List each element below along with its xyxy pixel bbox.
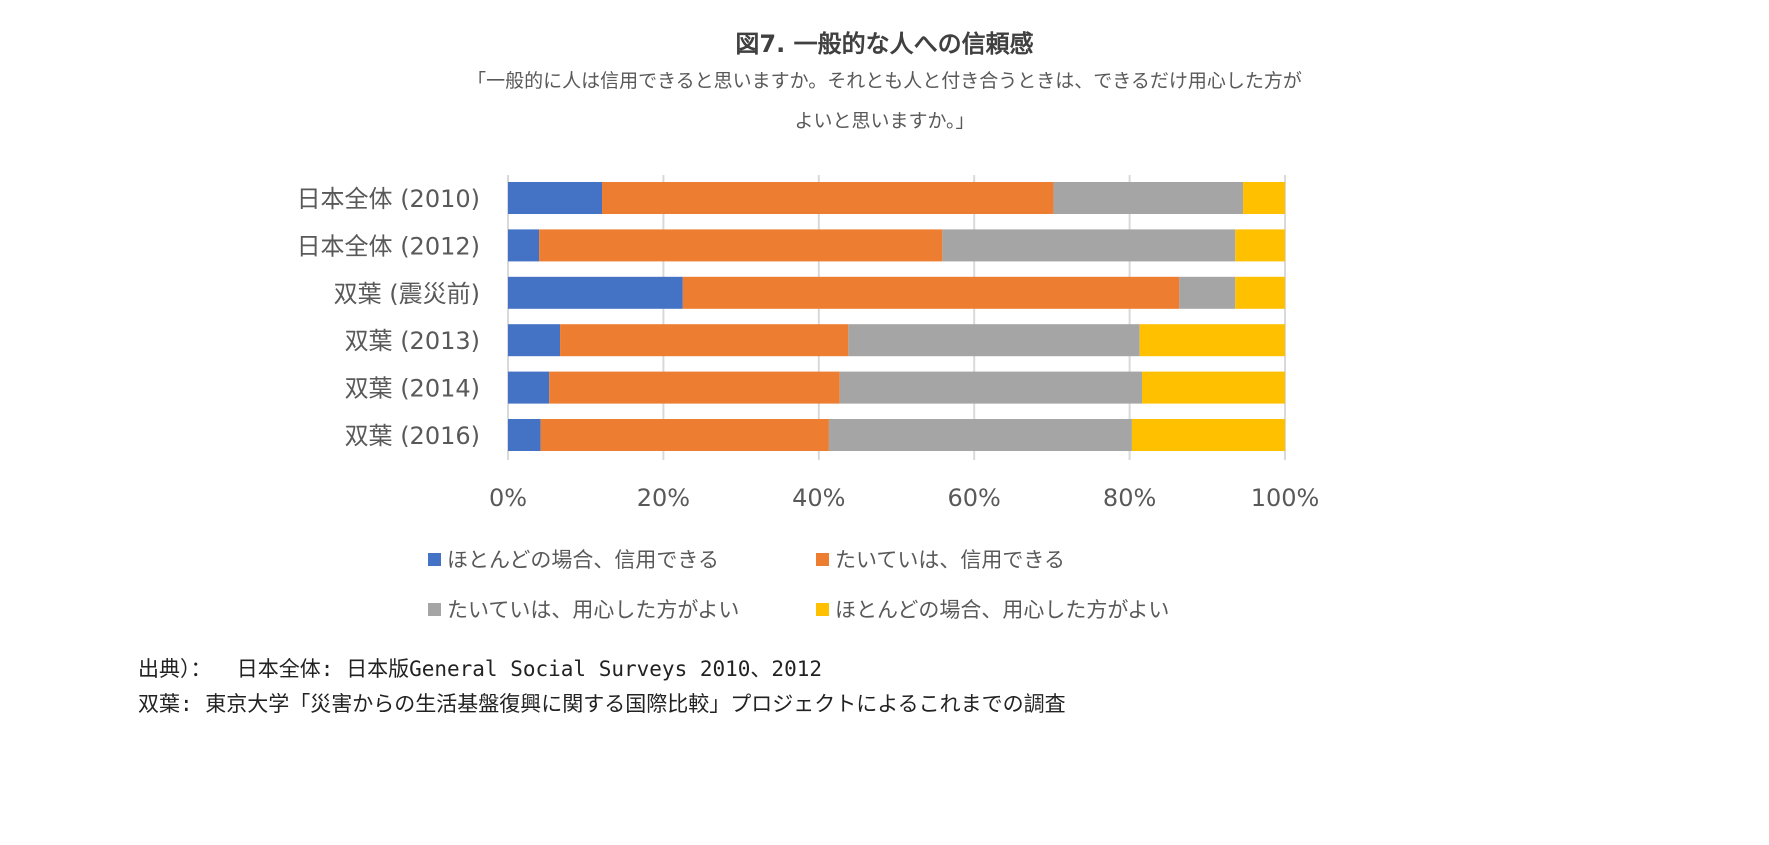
bar-segment bbox=[549, 371, 840, 404]
bar-segment bbox=[1235, 276, 1285, 309]
x-tick-label: 0% bbox=[489, 484, 527, 512]
footer-source-line2: 双葉: 東京大学「災害からの生活基盤復興に関する国際比較」プロジェクトによるこれ… bbox=[138, 692, 1066, 716]
y-category-label: 双葉 (震災前) bbox=[334, 280, 480, 308]
bar-segment bbox=[1235, 229, 1285, 262]
chart-subtitle-line2: よいと思いますか。」 bbox=[794, 110, 975, 132]
bar-segment bbox=[560, 324, 849, 357]
y-category-label: 日本全体 (2012) bbox=[297, 232, 480, 260]
footer-source-line1: 出典）： 日本全体: 日本版General Social Surveys 201… bbox=[138, 657, 823, 681]
legend-item-3: たいていは、用心した方がよい bbox=[428, 594, 739, 624]
x-tick-label: 100% bbox=[1251, 484, 1320, 512]
bar-segment bbox=[682, 276, 1180, 309]
bar-segment bbox=[508, 324, 561, 357]
legend-item-1: ほとんどの場合、信用できる bbox=[428, 544, 719, 574]
legend-swatch bbox=[816, 552, 829, 566]
bar-segment bbox=[1179, 276, 1236, 309]
bar-segment bbox=[1053, 182, 1244, 214]
x-tick-label: 40% bbox=[792, 484, 845, 512]
y-category-label: 双葉 (2014) bbox=[345, 375, 480, 403]
chart-subtitle-line1: 「一般的に人は信用できると思いますか。それとも人と付き合うときは、できるだけ用心… bbox=[467, 70, 1302, 92]
x-tick-label: 20% bbox=[637, 484, 690, 512]
legend-swatch bbox=[816, 602, 829, 616]
legend-label: たいていは、信用できる bbox=[835, 548, 1065, 572]
bar-segment bbox=[828, 419, 1132, 451]
legend-label: ほとんどの場合、用心した方がよい bbox=[835, 598, 1170, 622]
bar-segment bbox=[1131, 419, 1285, 451]
y-category-label: 双葉 (2013) bbox=[345, 327, 480, 355]
x-tick-label: 80% bbox=[1103, 484, 1156, 512]
bar-segment bbox=[508, 371, 550, 404]
bar-segment bbox=[602, 182, 1054, 214]
legend-label: たいていは、用心した方がよい bbox=[447, 598, 740, 622]
legend-swatch bbox=[428, 552, 441, 566]
x-tick-label: 60% bbox=[948, 484, 1001, 512]
y-category-label: 双葉 (2016) bbox=[345, 422, 480, 450]
bar-segment bbox=[848, 324, 1140, 357]
chart-title: 図7. 一般的な人への信頼感 bbox=[735, 30, 1034, 58]
bar-segment bbox=[540, 419, 829, 451]
legend-swatch bbox=[428, 602, 441, 616]
bar-segment bbox=[539, 229, 943, 262]
legend-item-4: ほとんどの場合、用心した方がよい bbox=[816, 594, 1169, 624]
bar-segment bbox=[1142, 371, 1285, 404]
bar-segment bbox=[508, 276, 683, 309]
y-category-label: 日本全体 (2010) bbox=[297, 185, 480, 213]
bar-segment bbox=[508, 419, 541, 451]
bar-segment bbox=[508, 229, 540, 262]
bar-segment bbox=[508, 182, 603, 214]
bar-segment bbox=[1139, 324, 1285, 357]
bar-segment bbox=[1243, 182, 1285, 214]
legend-label: ほとんどの場合、信用できる bbox=[447, 548, 719, 572]
bar-segment bbox=[942, 229, 1236, 262]
bar-segment bbox=[839, 371, 1143, 404]
legend-item-2: たいていは、信用できる bbox=[816, 544, 1065, 574]
